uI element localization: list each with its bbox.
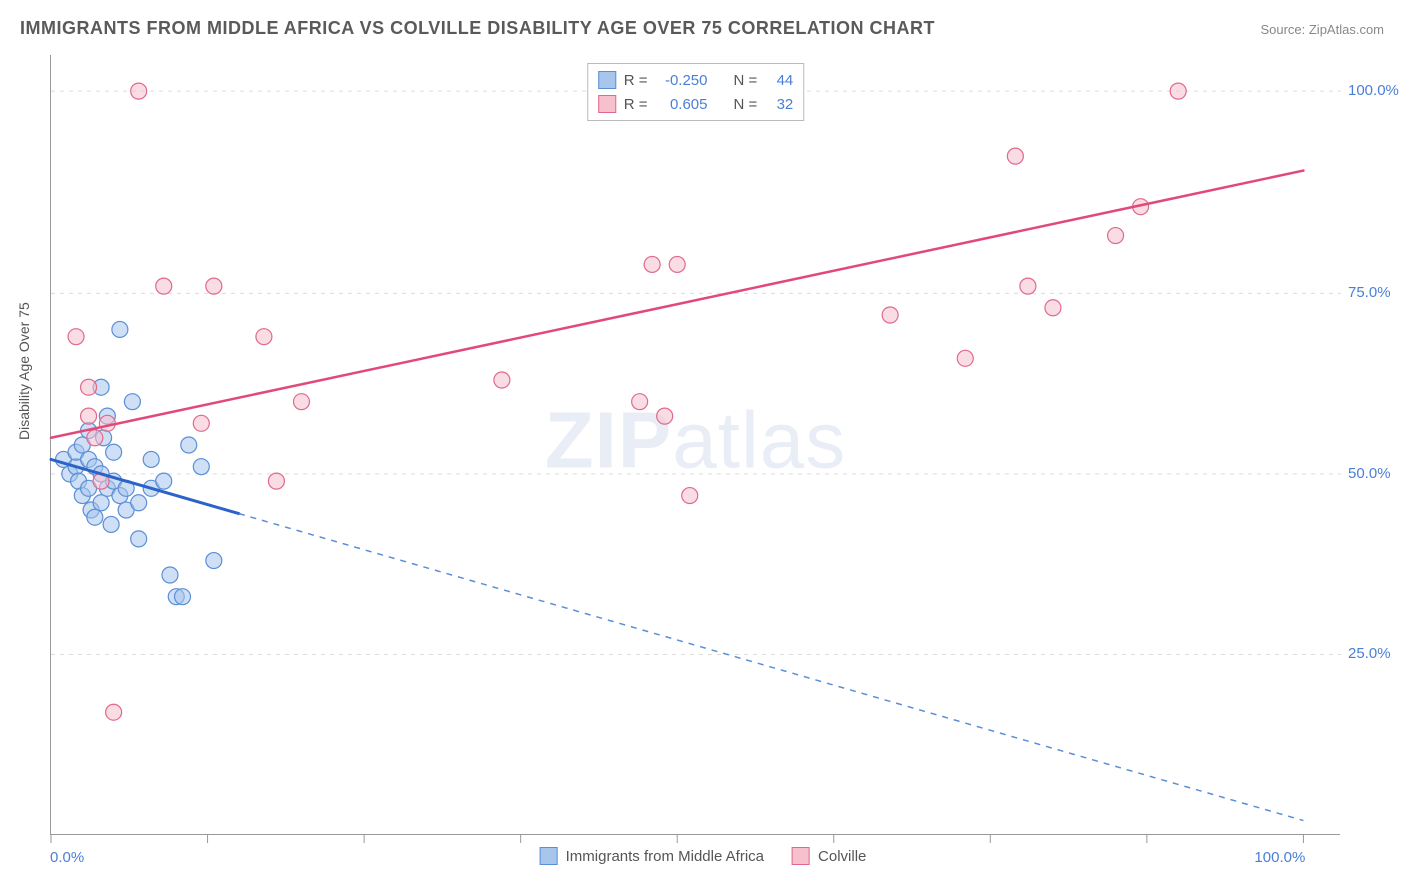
y-tick-label: 50.0%	[1348, 465, 1391, 482]
stats-row: R = 0.605 N = 32	[598, 92, 794, 116]
n-value: 44	[765, 72, 793, 89]
stats-box: R = -0.250 N = 44 R = 0.605 N = 32	[587, 63, 805, 121]
y-tick-label: 100.0%	[1348, 82, 1399, 99]
chart-title: IMMIGRANTS FROM MIDDLE AFRICA VS COLVILL…	[20, 18, 935, 39]
x-tick-label: 100.0%	[1254, 849, 1305, 866]
chart-svg	[51, 55, 1340, 834]
series-swatch	[598, 95, 616, 113]
r-value: -0.250	[656, 72, 708, 89]
legend-item: Immigrants from Middle Africa	[540, 847, 764, 865]
r-label: R =	[624, 72, 648, 89]
x-tick-label: 0.0%	[50, 849, 84, 866]
source-attribution: Source: ZipAtlas.com	[1260, 22, 1384, 37]
n-value: 32	[765, 96, 793, 113]
r-label: R =	[624, 96, 648, 113]
y-tick-label: 75.0%	[1348, 284, 1391, 301]
y-axis-title: Disability Age Over 75	[16, 302, 32, 440]
r-value: 0.605	[656, 96, 708, 113]
legend-label: Immigrants from Middle Africa	[566, 848, 764, 865]
legend-bottom: Immigrants from Middle Africa Colville	[540, 847, 867, 865]
plot-area: ZIPatlas R =-0.250N =44R =0.605N =32	[50, 55, 1340, 835]
stats-row: R = -0.250 N = 44	[598, 68, 794, 92]
legend-swatch	[792, 847, 810, 865]
legend-item: Colville	[792, 847, 866, 865]
n-label: N =	[734, 72, 758, 89]
chart-container: IMMIGRANTS FROM MIDDLE AFRICA VS COLVILL…	[0, 0, 1406, 892]
legend-label: Colville	[818, 848, 866, 865]
legend-swatch	[540, 847, 558, 865]
n-label: N =	[734, 96, 758, 113]
y-tick-label: 25.0%	[1348, 645, 1391, 662]
series-swatch	[598, 71, 616, 89]
